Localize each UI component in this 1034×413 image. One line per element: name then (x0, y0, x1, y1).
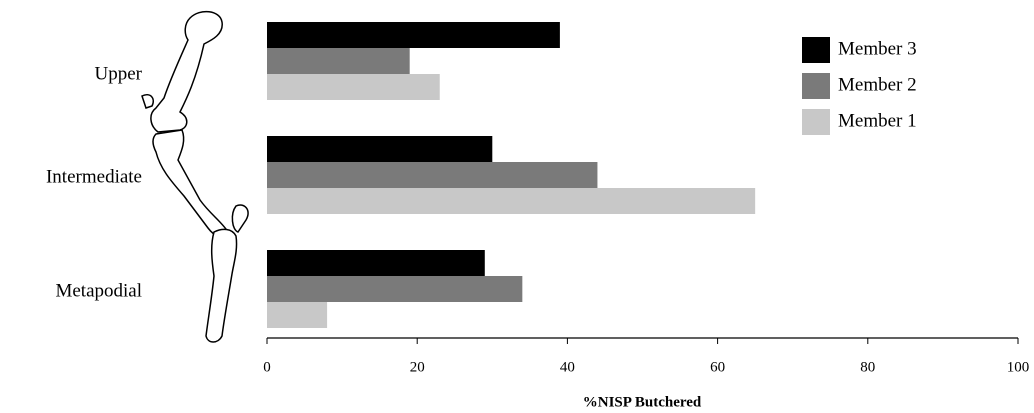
bar (267, 188, 756, 214)
bone-illustration (141, 10, 249, 343)
bar (267, 48, 410, 74)
x-tick-label: 80 (860, 359, 875, 375)
x-tick-label: 20 (410, 359, 425, 375)
y-tick-label: Metapodial (55, 280, 142, 301)
bar (267, 136, 493, 162)
y-tick-label: Intermediate (46, 166, 142, 187)
bar (267, 74, 440, 100)
legend-label: Member 1 (838, 110, 917, 131)
y-tick-label: Upper (95, 63, 143, 84)
x-axis-label: %NISP Butchered (583, 394, 702, 410)
bar (267, 22, 560, 48)
bar (267, 276, 523, 302)
x-tick-label: 40 (560, 359, 575, 375)
legend-swatch (802, 37, 830, 63)
bar (267, 162, 598, 188)
bar (267, 250, 485, 276)
legend-swatch (802, 109, 830, 135)
legend-label: Member 2 (838, 74, 917, 95)
x-tick-label: 100 (1007, 359, 1030, 375)
x-tick-label: 0 (263, 359, 271, 375)
x-tick-label: 60 (710, 359, 725, 375)
legend-swatch (802, 73, 830, 99)
legend-label: Member 3 (838, 38, 917, 59)
bar (267, 302, 328, 328)
